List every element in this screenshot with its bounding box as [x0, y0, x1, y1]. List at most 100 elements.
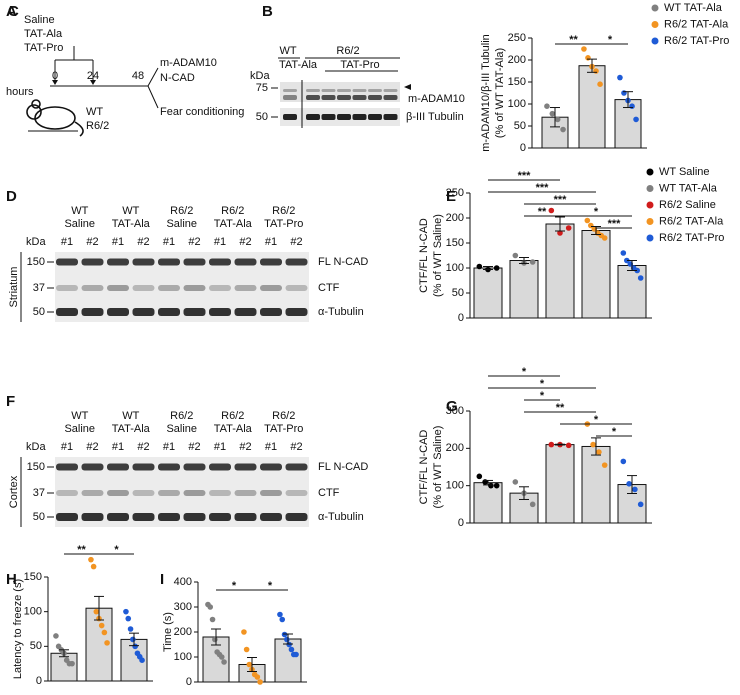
data-point [601, 235, 608, 241]
significance-label: ** [556, 402, 565, 414]
significance-label: * [232, 580, 237, 592]
bar [473, 267, 503, 319]
significance-label: * [540, 390, 545, 402]
band [321, 89, 336, 92]
y-tick-label: 0 [186, 676, 192, 688]
kda-label: kDa [250, 70, 270, 82]
data-point [241, 629, 247, 635]
band [383, 114, 398, 120]
y-axis-label: CTF/FL N-CAD [418, 430, 430, 505]
band [352, 95, 367, 100]
significance-label: * [540, 378, 545, 390]
bar [545, 223, 575, 319]
group-treatment: TAT-Ala [112, 218, 151, 230]
genotype: WT [86, 106, 103, 118]
band [321, 95, 336, 100]
data-point [488, 482, 494, 489]
data-point [123, 608, 129, 615]
band [209, 513, 231, 521]
axis-label: hours [6, 86, 34, 98]
lane-label: #2 [290, 441, 302, 453]
panel-label: E [446, 188, 456, 205]
band [81, 285, 104, 291]
data-point [557, 230, 563, 236]
band-label: m-ADAM10 [408, 93, 465, 105]
data-point [548, 441, 555, 448]
y-tick-label: 50 [514, 120, 526, 132]
band [283, 95, 297, 100]
band [132, 513, 155, 521]
band [234, 308, 257, 316]
outcome: m-ADAM10 [160, 57, 217, 69]
bar [545, 444, 575, 524]
data-point [634, 267, 641, 274]
lane-label: #1 [163, 236, 175, 248]
legend-marker [651, 4, 659, 12]
error-bar [519, 257, 529, 264]
panel-label: A [6, 3, 17, 20]
band [383, 89, 398, 92]
band [183, 463, 206, 471]
region-label: Cortex [8, 475, 20, 508]
legend-label: R6/2 TAT-Ala [664, 18, 729, 30]
data-point [493, 482, 500, 489]
significance-label: * [594, 414, 599, 426]
band [56, 490, 78, 496]
data-point [584, 217, 591, 224]
lane-label: #2 [137, 441, 149, 453]
band [352, 89, 367, 92]
treatment: TAT-Ala [24, 28, 63, 40]
band [81, 308, 104, 316]
data-point [629, 103, 635, 109]
group-treatment: TAT-Ala [214, 423, 253, 435]
data-point [620, 458, 627, 465]
significance-label: * [608, 34, 613, 46]
significance-label: *** [554, 194, 568, 206]
band [158, 463, 180, 471]
band [209, 258, 231, 266]
group-genotype: R6/2 [272, 205, 295, 217]
significance-label: * [114, 544, 119, 556]
band [107, 513, 129, 521]
band [306, 89, 320, 92]
band [209, 490, 231, 496]
data-point [279, 616, 286, 623]
lane-label: #2 [290, 236, 302, 248]
band [132, 258, 155, 266]
data-point [512, 479, 519, 485]
data-point [476, 263, 483, 270]
band [107, 308, 129, 316]
data-point [585, 55, 591, 61]
lane-label: #1 [163, 441, 175, 453]
data-point [101, 629, 108, 636]
data-point [246, 661, 253, 668]
data-point [596, 449, 602, 455]
y-axis-label: CTF/FL N-CAD [418, 218, 430, 293]
treatment-label: TAT-Ala [279, 59, 318, 71]
data-point [132, 643, 138, 650]
data-point [104, 640, 110, 646]
data-point [601, 462, 608, 468]
bar [509, 260, 539, 319]
band [158, 513, 180, 521]
legend-label: R6/2 TAT-Pro [664, 35, 729, 47]
band [209, 463, 231, 471]
y-axis-label: Latency to freeze (s) [12, 579, 24, 679]
band [321, 114, 336, 120]
y-tick-label: 200 [446, 442, 464, 454]
data-point [637, 501, 644, 508]
band [158, 490, 180, 496]
band [260, 258, 282, 266]
legend-marker [646, 201, 654, 209]
data-point [254, 674, 261, 680]
band-label: CTF [318, 282, 340, 294]
y-tick-label: 0 [36, 675, 42, 687]
error-bar [519, 486, 529, 500]
band [234, 513, 257, 521]
band [183, 285, 206, 291]
data-point [565, 442, 572, 449]
marker-label: 150 [27, 256, 45, 268]
lane-label: #1 [112, 441, 124, 453]
marker-label: 50 [256, 111, 268, 123]
y-tick-label: 0 [458, 312, 464, 324]
